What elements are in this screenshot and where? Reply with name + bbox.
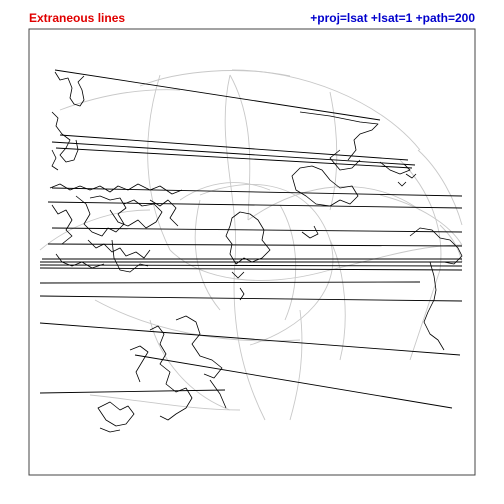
plot-title-right: +proj=lsat +lsat=1 +path=200 bbox=[310, 11, 475, 25]
plot-title-left: Extraneous lines bbox=[29, 11, 126, 25]
extraneous-lines bbox=[39, 69, 463, 409]
plot-frame bbox=[28, 28, 476, 476]
coastlines bbox=[49, 71, 463, 433]
